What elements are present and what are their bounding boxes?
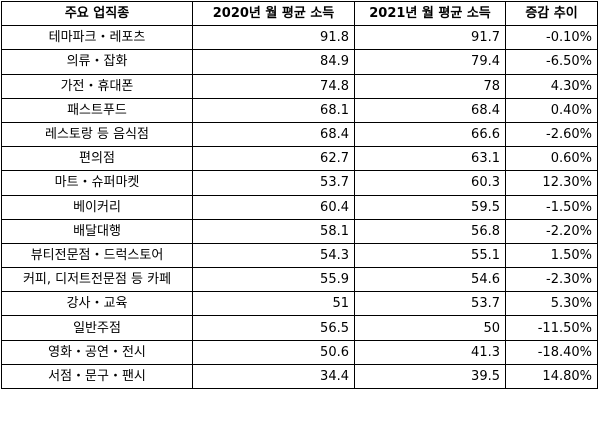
cell-income-2020: 53.7 [192,170,355,196]
cell-income-2021: 91.7 [354,25,506,51]
cell-income-2020: 50.6 [192,339,355,365]
cell-income-2021: 78 [354,73,506,99]
table-row: 테마파크・레포츠 91.8 91.7 -0.10% [1,25,598,51]
table-row: 패스트푸드 68.1 68.4 0.40% [1,97,598,123]
cell-industry: 의류・잡화 [1,49,193,75]
cell-income-2021: 79.4 [354,49,506,75]
table-row: 편의점 62.7 63.1 0.60% [1,146,598,172]
cell-income-2021: 53.7 [354,291,506,317]
table-row: 영화・공연・전시 50.6 41.3 -18.40% [1,339,598,365]
cell-change: 14.80% [505,363,598,390]
cell-change: 12.30% [505,170,598,196]
table-row: 마트・슈퍼마켓 53.7 60.3 12.30% [1,170,598,196]
cell-industry: 서점・문구・팬시 [1,363,193,390]
cell-income-2020: 62.7 [192,146,355,172]
cell-industry: 강사・교육 [1,291,193,317]
cell-income-2021: 56.8 [354,218,506,244]
cell-income-2021: 39.5 [354,363,506,390]
table-row: 의류・잡화 84.9 79.4 -6.50% [1,49,598,75]
table-row: 서점・문구・팬시 34.4 39.5 14.80% [1,363,598,390]
cell-income-2020: 34.4 [192,363,355,390]
cell-change: -11.50% [505,315,598,341]
cell-industry: 레스토랑 등 음식점 [1,121,193,148]
cell-income-2020: 74.8 [192,73,355,99]
cell-income-2020: 54.3 [192,242,355,269]
cell-income-2021: 54.6 [354,267,506,293]
cell-change: -18.40% [505,339,598,365]
cell-industry: 테마파크・레포츠 [1,25,193,51]
cell-income-2021: 63.1 [354,146,506,172]
cell-change: 1.50% [505,242,598,269]
cell-income-2020: 91.8 [192,25,355,51]
table-row: 베이커리 60.4 59.5 -1.50% [1,194,598,220]
cell-change: 4.30% [505,73,598,99]
table-header-row: 주요 업직종 2020년 월 평균 소득 2021년 월 평균 소득 증감 추이 [1,0,598,27]
cell-industry: 뷰티전문점・드럭스토어 [1,242,193,269]
cell-change: 0.40% [505,97,598,123]
income-table-sheet: 주요 업직종 2020년 월 평균 소득 2021년 월 평균 소득 증감 추이… [1,0,598,390]
cell-income-2020: 56.5 [192,315,355,341]
cell-income-2021: 55.1 [354,242,506,269]
cell-income-2020: 68.1 [192,97,355,123]
cell-change: 5.30% [505,291,598,317]
table-row: 가전・휴대폰 74.8 78 4.30% [1,73,598,99]
cell-income-2020: 58.1 [192,218,355,244]
cell-income-2021: 68.4 [354,97,506,123]
table-row: 일반주점 56.5 50 -11.50% [1,315,598,341]
cell-industry: 일반주점 [1,315,193,341]
cell-income-2021: 59.5 [354,194,506,220]
cell-industry: 가전・휴대폰 [1,73,193,99]
header-change: 증감 추이 [505,0,598,27]
table-row: 강사・교육 51 53.7 5.30% [1,291,598,317]
header-income-2021: 2021년 월 평균 소득 [354,0,506,27]
cell-change: -6.50% [505,49,598,75]
header-industry: 주요 업직종 [1,0,193,27]
cell-change: -2.30% [505,267,598,293]
table-row: 커피, 디저트전문점 등 카페 55.9 54.6 -2.30% [1,267,598,293]
cell-industry: 영화・공연・전시 [1,339,193,365]
cell-industry: 편의점 [1,146,193,172]
cell-industry: 커피, 디저트전문점 등 카페 [1,267,193,293]
cell-change: -0.10% [505,25,598,51]
cell-change: 0.60% [505,146,598,172]
cell-income-2021: 50 [354,315,506,341]
cell-industry: 패스트푸드 [1,97,193,123]
cell-change: -2.60% [505,121,598,148]
table-row: 뷰티전문점・드럭스토어 54.3 55.1 1.50% [1,242,598,269]
cell-income-2021: 60.3 [354,170,506,196]
income-table: 주요 업직종 2020년 월 평균 소득 2021년 월 평균 소득 증감 추이… [1,0,598,390]
cell-income-2020: 68.4 [192,121,355,148]
cell-income-2021: 41.3 [354,339,506,365]
cell-industry: 배달대행 [1,218,193,244]
cell-change: -2.20% [505,218,598,244]
cell-change: -1.50% [505,194,598,220]
cell-industry: 베이커리 [1,194,193,220]
table-row: 레스토랑 등 음식점 68.4 66.6 -2.60% [1,121,598,148]
cell-income-2020: 51 [192,291,355,317]
table-body: 테마파크・레포츠 91.8 91.7 -0.10% 의류・잡화 84.9 79.4 -6.50… [1,25,598,390]
cell-income-2020: 84.9 [192,49,355,75]
cell-industry: 마트・슈퍼마켓 [1,170,193,196]
table-row: 배달대행 58.1 56.8 -2.20% [1,218,598,244]
cell-income-2020: 60.4 [192,194,355,220]
cell-income-2020: 55.9 [192,267,355,293]
cell-income-2021: 66.6 [354,121,506,148]
header-income-2020: 2020년 월 평균 소득 [192,0,355,27]
